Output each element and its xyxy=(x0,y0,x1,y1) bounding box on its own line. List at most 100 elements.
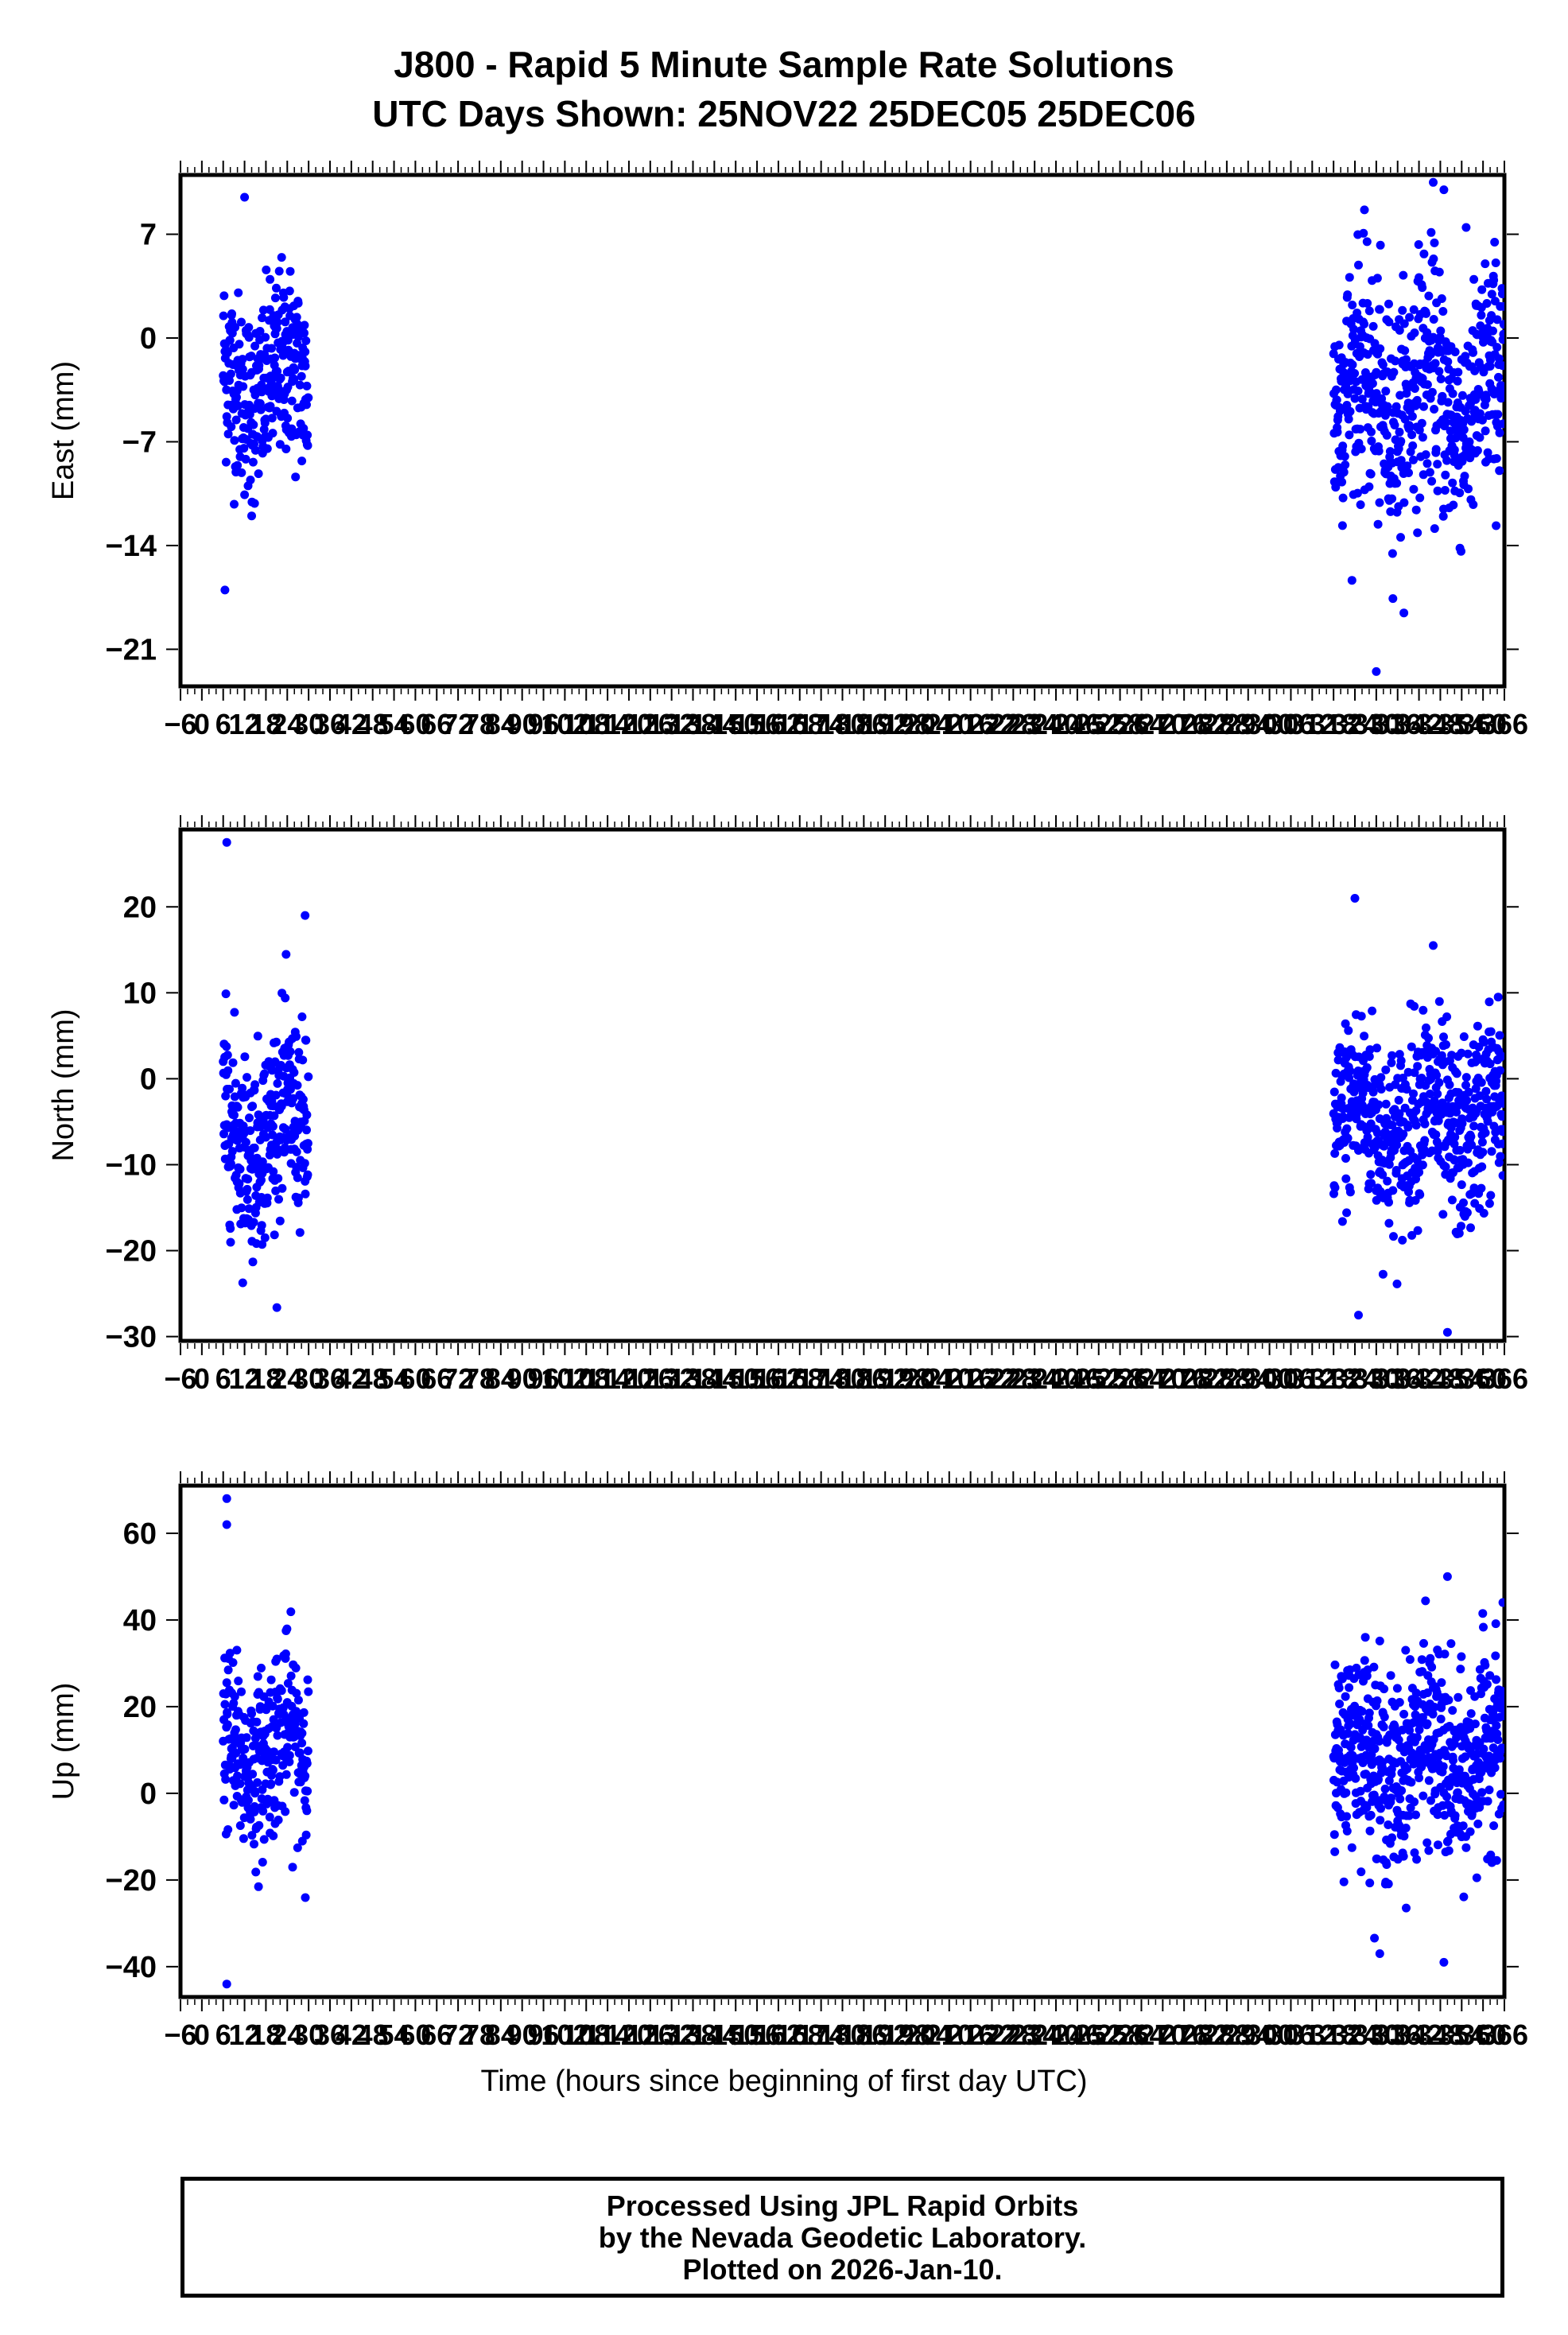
data-point xyxy=(1345,1683,1354,1692)
data-point xyxy=(1431,1047,1440,1056)
data-point xyxy=(237,1687,246,1696)
data-point xyxy=(1478,1148,1488,1157)
data-point xyxy=(1427,1662,1437,1672)
x-tick-label: 6 xyxy=(215,708,231,740)
x-tick-label: 264 xyxy=(1117,1362,1165,1395)
plot-frame xyxy=(178,173,1507,689)
data-point xyxy=(1499,1110,1504,1120)
x-tick-label: 162 xyxy=(755,708,802,740)
data-point xyxy=(253,1777,262,1787)
x-tick-label: 6 xyxy=(215,2018,231,2051)
data-point xyxy=(1350,394,1360,403)
data-point xyxy=(276,373,285,383)
data-point xyxy=(240,490,250,499)
data-point xyxy=(268,1701,278,1711)
data-point xyxy=(269,1715,278,1724)
x-tick-label: 108 xyxy=(562,1362,610,1395)
data-point xyxy=(1367,427,1376,437)
data-point xyxy=(1366,1170,1376,1179)
data-point xyxy=(1462,1208,1472,1218)
data-point xyxy=(291,472,301,482)
data-point xyxy=(1350,369,1360,378)
data-point xyxy=(1398,1235,1407,1245)
data-point xyxy=(1498,361,1504,371)
data-point xyxy=(1440,1649,1450,1659)
data-point xyxy=(304,1687,313,1696)
data-point xyxy=(1411,1688,1421,1698)
data-point xyxy=(254,1820,264,1830)
data-point xyxy=(303,441,312,450)
data-point xyxy=(1497,1704,1504,1713)
data-point xyxy=(1389,1232,1398,1241)
data-point xyxy=(1492,1675,1501,1684)
x-tick-label: 246 xyxy=(1054,1362,1101,1395)
data-point xyxy=(259,425,269,434)
data-point xyxy=(1469,274,1479,284)
data-point xyxy=(1483,1117,1492,1126)
data-point xyxy=(1395,1698,1404,1707)
data-point xyxy=(1457,1222,1465,1231)
data-point xyxy=(292,1688,301,1698)
y-tick-label: 7 xyxy=(140,219,157,252)
x-tick-label: 12 xyxy=(229,1362,261,1395)
data-point xyxy=(286,1607,296,1617)
data-point xyxy=(1384,1820,1393,1829)
x-tick-label: 18 xyxy=(250,1362,281,1395)
data-point xyxy=(230,1008,239,1017)
data-point xyxy=(273,1694,282,1704)
data-point xyxy=(1384,1879,1393,1889)
data-point xyxy=(226,1159,235,1168)
x-tick-label: 78 xyxy=(464,2018,495,2051)
x-tick-label: 120 xyxy=(605,2018,653,2051)
data-point xyxy=(1500,1125,1504,1134)
data-point xyxy=(302,381,312,390)
data-point xyxy=(300,321,309,330)
data-point xyxy=(1430,1096,1439,1105)
data-point xyxy=(1375,498,1384,507)
x-tick-label: 168 xyxy=(776,1362,824,1395)
data-point xyxy=(1477,1078,1486,1087)
data-point xyxy=(1366,469,1376,479)
data-point xyxy=(1391,1166,1401,1175)
y-axis-label: North (mm) xyxy=(47,1008,80,1161)
data-point xyxy=(243,1073,251,1082)
x-tick-label: 252 xyxy=(1075,1362,1123,1395)
data-point xyxy=(260,1233,270,1242)
data-point xyxy=(286,1671,296,1680)
data-point xyxy=(1410,1001,1419,1011)
data-point xyxy=(1454,1765,1464,1774)
data-point xyxy=(1494,372,1503,382)
x-tick-label: 186 xyxy=(840,2018,887,2051)
data-point xyxy=(1411,1121,1421,1130)
data-point xyxy=(257,1175,266,1185)
data-point xyxy=(1386,507,1395,516)
data-point xyxy=(1387,1793,1395,1803)
data-point xyxy=(1496,1152,1504,1161)
data-point xyxy=(1486,1850,1496,1859)
x-tick-label: 84 xyxy=(485,708,517,740)
x-tick-label: 168 xyxy=(776,708,824,740)
data-point xyxy=(269,1831,278,1840)
data-point xyxy=(1402,1903,1411,1913)
data-point xyxy=(1464,1087,1473,1097)
data-point xyxy=(1438,391,1447,401)
data-point xyxy=(1425,468,1434,477)
x-tick-label: 96 xyxy=(528,1362,560,1395)
data-point xyxy=(1497,1139,1504,1148)
data-point xyxy=(1418,1160,1427,1170)
data-point xyxy=(1378,1170,1388,1179)
x-tick-label: 258 xyxy=(1096,2018,1144,2051)
x-tick-label: 144 xyxy=(690,2018,738,2051)
data-point xyxy=(1362,237,1372,247)
data-point xyxy=(287,424,297,433)
data-point xyxy=(1345,406,1355,416)
data-point xyxy=(1442,418,1450,427)
data-point xyxy=(1415,273,1424,282)
data-point xyxy=(279,293,289,302)
data-point xyxy=(1442,1012,1452,1021)
x-tick-label: 126 xyxy=(627,1362,674,1395)
x-tick-label: 12 xyxy=(229,2018,261,2051)
plot-frame xyxy=(178,1483,1507,1999)
data-point xyxy=(1405,1726,1415,1735)
data-point xyxy=(258,1858,267,1867)
